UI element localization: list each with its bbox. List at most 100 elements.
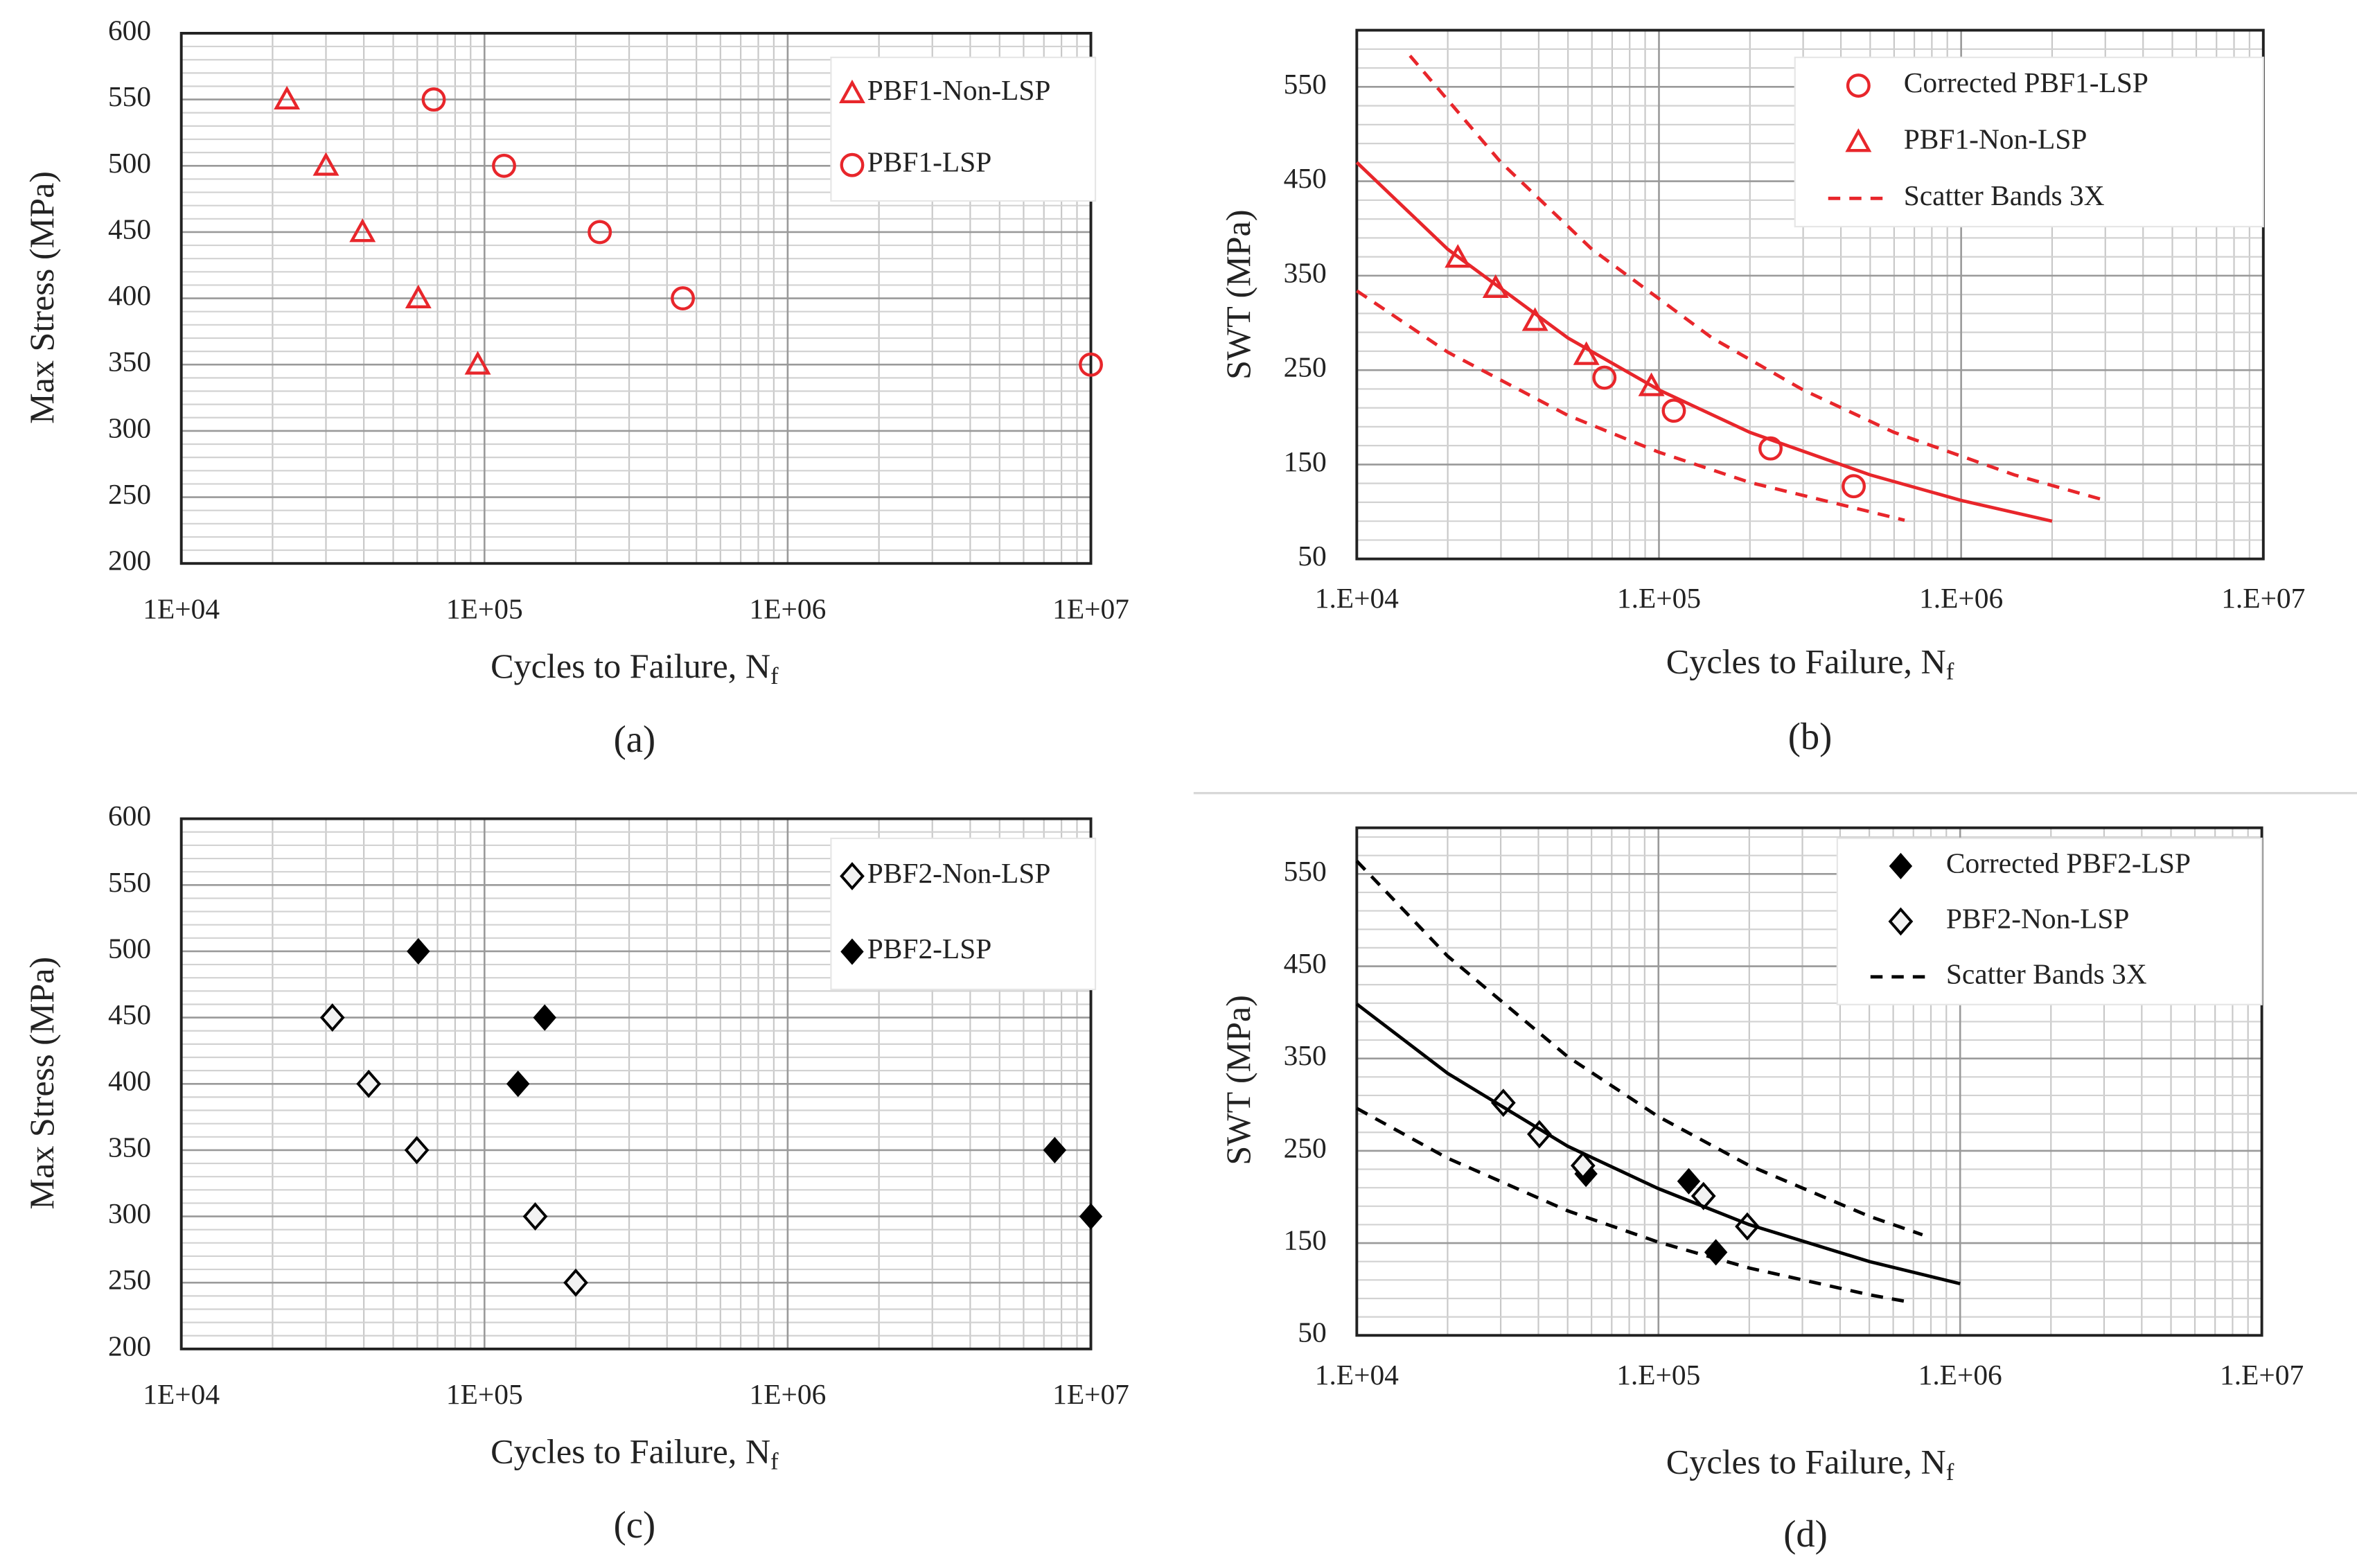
y-tick-label: 500: [108, 932, 151, 964]
fit-line: [1409, 54, 2106, 502]
marker: [1521, 307, 1548, 331]
marker: [1573, 341, 1600, 365]
marker: [319, 1003, 345, 1032]
x-tick-label: 1.E+05: [1617, 582, 1701, 614]
y-tick-label: 250: [108, 478, 151, 510]
legend-label: PBF2-LSP: [867, 933, 992, 964]
y-tick-label: 550: [108, 866, 151, 898]
fit-line: [1355, 1003, 1961, 1286]
legend-swatch: [1889, 852, 1913, 880]
x-axis-label-main: Cycles to Failure, N: [491, 1432, 770, 1470]
x-tick-label: 1.E+06: [1919, 582, 2003, 614]
y-axis-label: SWT (MPa): [1219, 995, 1257, 1165]
x-tick-label: 1E+05: [446, 592, 523, 624]
fit-line: [1355, 860, 1923, 1237]
x-tick-label: 1E+07: [1052, 592, 1129, 624]
x-tick-label: 1E+04: [143, 1378, 220, 1410]
legend-swatch: [840, 862, 865, 890]
x-tick-label: 1.E+05: [1616, 1359, 1700, 1391]
x-axis-label-sub: f: [770, 662, 779, 689]
y-tick-label: 550: [1284, 855, 1327, 887]
legend-box: [830, 56, 1097, 202]
y-tick-label: 450: [1284, 947, 1327, 979]
legend-swatch: [1845, 128, 1872, 152]
legend-swatch: [840, 938, 864, 965]
marker: [533, 1004, 556, 1031]
x-axis-label-sub: f: [1946, 658, 1954, 685]
y-tick-label: 250: [1284, 1131, 1327, 1163]
y-axis-label: SWT (MPa): [1219, 209, 1257, 380]
marker: [1043, 1136, 1067, 1164]
x-tick-label: 1.E+07: [2221, 582, 2305, 614]
x-tick-label: 1.E+07: [2220, 1359, 2304, 1391]
y-tick-label: 550: [108, 80, 151, 112]
legend-swatch: [840, 152, 865, 177]
x-tick-label: 1E+04: [143, 592, 220, 624]
legend-label: PBF2-Non-LSP: [1946, 902, 2130, 934]
y-tick-label: 300: [108, 412, 151, 443]
fit-line: [1356, 1107, 1910, 1304]
y-tick-label: 450: [1284, 162, 1327, 194]
legend-label: Corrected PBF1-LSP: [1904, 67, 2148, 98]
x-axis-label: Cycles to Failure, Nf: [1666, 642, 1954, 685]
fit-line: [1355, 289, 1905, 522]
caption: (a): [614, 718, 656, 760]
marker: [1592, 365, 1617, 390]
x-tick-label: 1.E+06: [1918, 1359, 2002, 1391]
legend-label: PBF1-Non-LSP: [1904, 123, 2087, 155]
marker: [522, 1202, 548, 1231]
y-tick-label: 300: [108, 1197, 151, 1229]
x-axis-label-main: Cycles to Failure, N: [1666, 1442, 1946, 1481]
y-tick-label: 350: [1284, 256, 1327, 288]
marker: [421, 87, 446, 112]
marker: [1661, 398, 1686, 423]
marker: [506, 1071, 530, 1098]
marker: [1570, 1151, 1596, 1180]
y-tick-label: 400: [108, 279, 151, 311]
y-tick-label: 450: [108, 998, 151, 1030]
y-tick-label: 400: [108, 1065, 151, 1097]
x-axis-label-sub: f: [1946, 1459, 1954, 1486]
marker: [349, 218, 376, 243]
legend-label: PBF1-Non-LSP: [867, 74, 1051, 106]
marker: [563, 1268, 588, 1297]
legend-swatch: [1888, 907, 1914, 936]
marker: [405, 284, 432, 308]
y-tick-label: 450: [108, 213, 151, 245]
marker: [1677, 1168, 1701, 1195]
legend-label: Scatter Bands 3X: [1904, 179, 2105, 211]
y-tick-label: 600: [108, 800, 151, 831]
marker: [1842, 474, 1866, 499]
marker: [1445, 244, 1472, 268]
marker: [1527, 1120, 1552, 1149]
legend-swatch: [838, 79, 865, 104]
marker: [274, 85, 301, 110]
x-axis-label: Cycles to Failure, Nf: [491, 1432, 779, 1475]
marker: [1758, 436, 1783, 461]
x-tick-label: 1.E+04: [1315, 582, 1399, 614]
y-tick-label: 250: [108, 1264, 151, 1296]
y-tick-label: 550: [1284, 68, 1327, 100]
caption: (d): [1783, 1513, 1828, 1555]
y-tick-label: 150: [1284, 1224, 1327, 1256]
y-tick-label: 600: [108, 14, 151, 46]
marker: [492, 153, 516, 178]
x-tick-label: 1E+07: [1052, 1378, 1129, 1410]
marker: [1638, 372, 1665, 396]
chart: 200 250 300 350 400 450 500 550 600 1E+04 1E+05 1E+…: [22, 800, 1129, 1546]
legend-label: Corrected PBF2-LSP: [1946, 847, 2191, 879]
marker: [407, 937, 430, 965]
y-tick-label: 50: [1298, 540, 1326, 572]
y-tick-label: 50: [1298, 1316, 1326, 1348]
y-tick-label: 350: [108, 346, 151, 378]
marker: [404, 1136, 430, 1165]
marker: [312, 152, 339, 176]
legend-label: PBF1-LSP: [867, 146, 992, 178]
legend-label: Scatter Bands 3X: [1946, 958, 2147, 989]
y-tick-label: 250: [1284, 351, 1327, 383]
chart: 50 150 250 350 450 550 1.E+04 1.E+05 1.E+06 1.E+0…: [1219, 28, 2305, 757]
plot-frame: [1355, 826, 2263, 1337]
y-tick-label: 500: [108, 147, 151, 179]
y-tick-label: 350: [1284, 1039, 1327, 1071]
